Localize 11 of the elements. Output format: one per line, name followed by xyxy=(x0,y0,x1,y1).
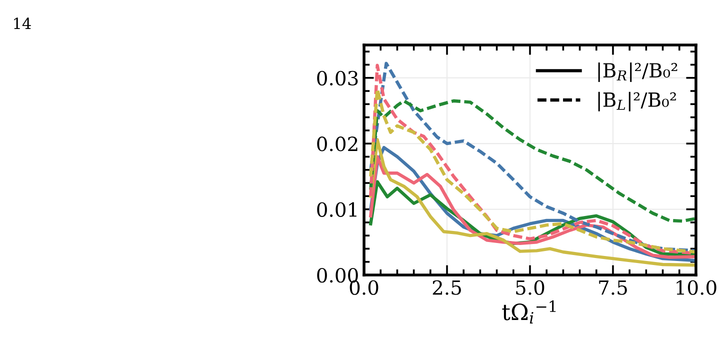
x-tick-label: 7.5 xyxy=(599,280,627,295)
y-tick-label: 0.01 xyxy=(317,202,356,217)
y-tick-label: 0.02 xyxy=(317,136,358,152)
x-tick-label: 10.0 xyxy=(676,280,716,295)
y-tick-label: 0.03 xyxy=(317,70,358,86)
annotation: |B$_{R}$|²/B₀² xyxy=(598,62,678,82)
annotation: |B$_{L}$|²/B₀² xyxy=(598,92,676,112)
x-tick-label: 2.5 xyxy=(432,280,461,295)
text: 14 xyxy=(14,18,31,29)
x-axis-title: tΩ$_{i}$$^{−1}$ xyxy=(502,300,556,324)
x-tick-label: 5.0 xyxy=(516,280,544,295)
